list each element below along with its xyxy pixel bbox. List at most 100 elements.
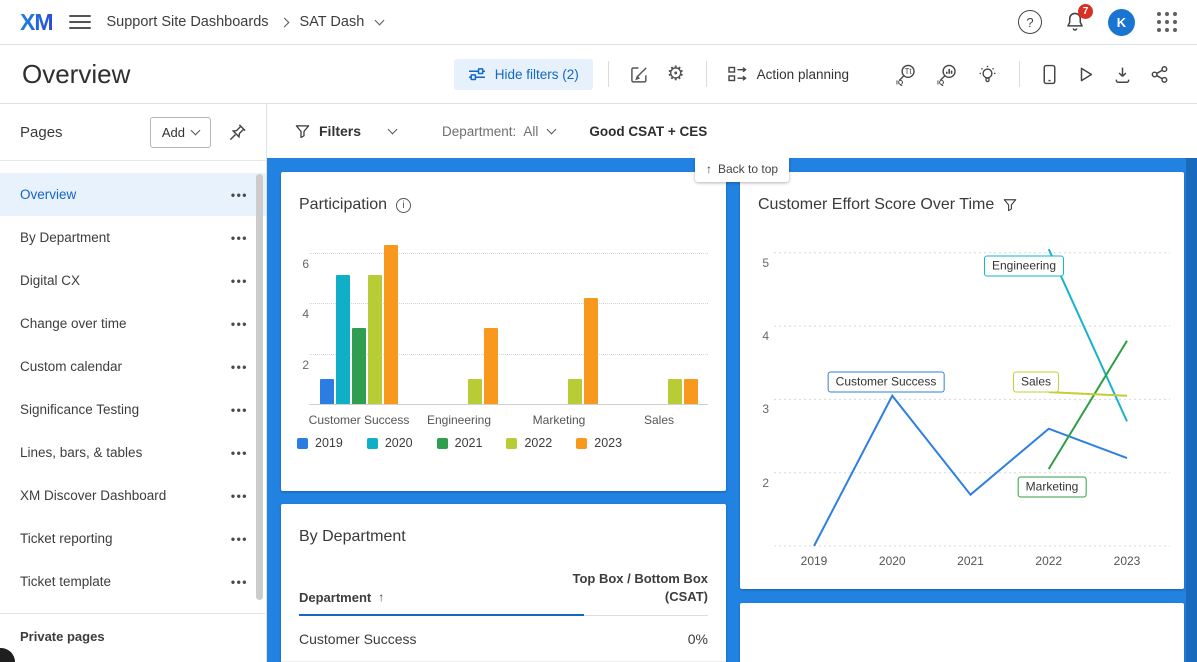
info-icon[interactable]: i (396, 197, 412, 213)
text-iq-button[interactable]: Tt iQ (889, 57, 924, 92)
chevron-down-icon[interactable] (546, 124, 557, 135)
export-button[interactable] (1107, 59, 1138, 90)
sidebar-item-by-department[interactable]: By Department ••• (20, 230, 248, 245)
sliders-icon (468, 68, 485, 81)
feedback-button[interactable] (0, 648, 15, 662)
hamburger-menu-icon[interactable] (68, 11, 91, 33)
saved-filter-label[interactable]: Good CSAT + CES (589, 123, 708, 139)
add-page-button[interactable]: Add (149, 116, 211, 148)
unpin-sidebar-button[interactable] (223, 118, 252, 147)
x-axis-label: 2020 (878, 554, 906, 568)
breadcrumb-root[interactable]: Support Site Dashboards (106, 14, 269, 30)
page-options-icon[interactable]: ••• (230, 445, 248, 460)
sidebar-item-change-over-time[interactable]: Change over time ••• (20, 316, 248, 331)
line-customer-success[interactable] (813, 393, 1128, 547)
column-header-topbox[interactable]: Top Box / Bottom Box (CSAT) (572, 571, 708, 604)
present-button[interactable] (1070, 59, 1101, 90)
participation-legend: 2019 2020 2021 2022 2023 (297, 436, 622, 450)
sidebar-item-ticket-template[interactable]: Ticket template ••• (20, 574, 248, 589)
sidebar-item-lines-bars-tables[interactable]: Lines, bars, & tables ••• (20, 445, 248, 460)
edit-button[interactable] (624, 59, 655, 90)
dashboard-canvas: ↑ Back to top Participation i 2 4 6 Custome… (267, 158, 1197, 662)
share-icon (1151, 65, 1168, 83)
insights-button[interactable] (971, 58, 1004, 91)
bar-2022-engineering[interactable] (468, 378, 482, 404)
sidebar-header: Pages Add (0, 104, 266, 161)
y-axis-tick: 2 (302, 357, 309, 372)
page-options-icon[interactable]: ••• (230, 531, 248, 546)
sidebar-item-xm-discover-dashboard[interactable]: XM Discover Dashboard ••• (20, 488, 248, 503)
hide-filters-button[interactable]: Hide filters (2) (453, 58, 593, 90)
xm-logo[interactable]: XM (20, 8, 53, 35)
legend-item-2019[interactable]: 2019 (297, 436, 343, 450)
series-label-marketing[interactable]: Marketing (1017, 476, 1087, 498)
chevron-down-icon[interactable] (387, 124, 398, 135)
sidebar-item-digital-cx[interactable]: Digital CX ••• (20, 273, 248, 288)
legend-item-2020[interactable]: 2020 (366, 436, 413, 450)
line-sales[interactable] (1048, 391, 1128, 397)
help-icon[interactable]: ? (1018, 10, 1042, 34)
table-row[interactable]: Customer Success 0% (281, 616, 726, 662)
apps-grid-icon[interactable] (1157, 12, 1177, 32)
series-label-customer-success[interactable]: Customer Success (827, 371, 945, 393)
series-label-engineering[interactable]: Engineering (983, 255, 1065, 277)
page-options-icon[interactable]: ••• (230, 402, 248, 417)
page-options-icon[interactable]: ••• (230, 488, 248, 503)
legend-item-2022[interactable]: 2022 (506, 436, 552, 450)
filters-label[interactable]: Filters (319, 123, 362, 139)
avatar[interactable]: K (1108, 8, 1135, 36)
breadcrumb-current[interactable]: SAT Dash (299, 14, 365, 30)
page-options-icon[interactable]: ••• (230, 574, 248, 589)
bar-2021-customer-success[interactable] (352, 328, 366, 404)
page-options-icon[interactable]: ••• (230, 230, 248, 245)
ces-over-time-widget: Customer Effort Score Over Time 2 3 4 5 2019… (740, 172, 1184, 589)
table-header: Department ↑ Top Box / Bottom Box (CSAT) (281, 570, 726, 605)
share-button[interactable] (1144, 59, 1175, 90)
chevron-down-icon[interactable] (374, 15, 385, 26)
bar-2023-marketing[interactable] (584, 298, 598, 404)
next-widget-partial (740, 603, 1184, 662)
chevron-down-icon (190, 125, 201, 136)
column-header-department[interactable]: Department ↑ (299, 590, 385, 606)
widget-title: Participation i (299, 196, 412, 214)
edit-pencil-icon (630, 66, 647, 83)
bar-2023-engineering[interactable] (484, 328, 498, 404)
sort-ascending-icon: ↑ (378, 590, 385, 605)
bar-2020-customer-success[interactable] (336, 275, 350, 404)
sidebar-item-custom-calendar[interactable]: Custom calendar ••• (20, 359, 248, 374)
dashboard-scrollbar[interactable] (1186, 158, 1197, 662)
settings-button[interactable]: ⚙ (661, 58, 691, 90)
page-options-icon[interactable]: ••• (230, 187, 248, 202)
bar-2023-sales[interactable] (684, 378, 698, 404)
divider (705, 61, 707, 87)
private-pages-section[interactable]: Private pages (0, 613, 265, 662)
sidebar-item-significance-testing[interactable]: Significance Testing ••• (20, 402, 248, 417)
notifications-bell-icon[interactable]: 7 (1064, 4, 1093, 33)
page-options-icon[interactable]: ••• (230, 359, 248, 374)
sidebar-item-overview[interactable]: Overview ••• (0, 173, 266, 216)
series-label-sales[interactable]: Sales (1012, 371, 1060, 393)
sidebar-item-ticket-reporting[interactable]: Ticket reporting ••• (20, 531, 248, 546)
page-options-icon[interactable]: ••• (230, 316, 248, 331)
bar-2022-customer-success[interactable] (368, 275, 382, 404)
legend-item-2021[interactable]: 2021 (436, 436, 482, 450)
stats-iq-button[interactable]: iQ (930, 57, 965, 92)
toolbar: Overview Hide filters (2) ⚙ Action plann… (0, 45, 1197, 104)
sidebar-scrollbar[interactable] (256, 174, 263, 600)
download-icon (1115, 67, 1130, 83)
legend-item-2023[interactable]: 2023 (576, 436, 622, 450)
bar-2019-customer-success[interactable] (320, 378, 334, 404)
bar-2022-marketing[interactable] (568, 378, 582, 404)
mobile-preview-button[interactable] (1035, 58, 1064, 91)
funnel-icon[interactable] (1003, 198, 1017, 212)
x-axis-label: 2023 (1113, 554, 1141, 568)
page-options-icon[interactable]: ••• (230, 273, 248, 288)
line-engineering[interactable] (1047, 248, 1128, 422)
action-planning-button[interactable]: Action planning (722, 60, 855, 88)
line-marketing[interactable] (1047, 340, 1128, 470)
bar-2022-sales[interactable] (668, 378, 682, 404)
department-filter-value[interactable]: All (523, 123, 539, 139)
back-to-top-button[interactable]: ↑ Back to top (695, 158, 790, 182)
bar-2023-customer-success[interactable] (384, 245, 398, 404)
breadcrumb: Support Site Dashboards SAT Dash (106, 14, 385, 30)
